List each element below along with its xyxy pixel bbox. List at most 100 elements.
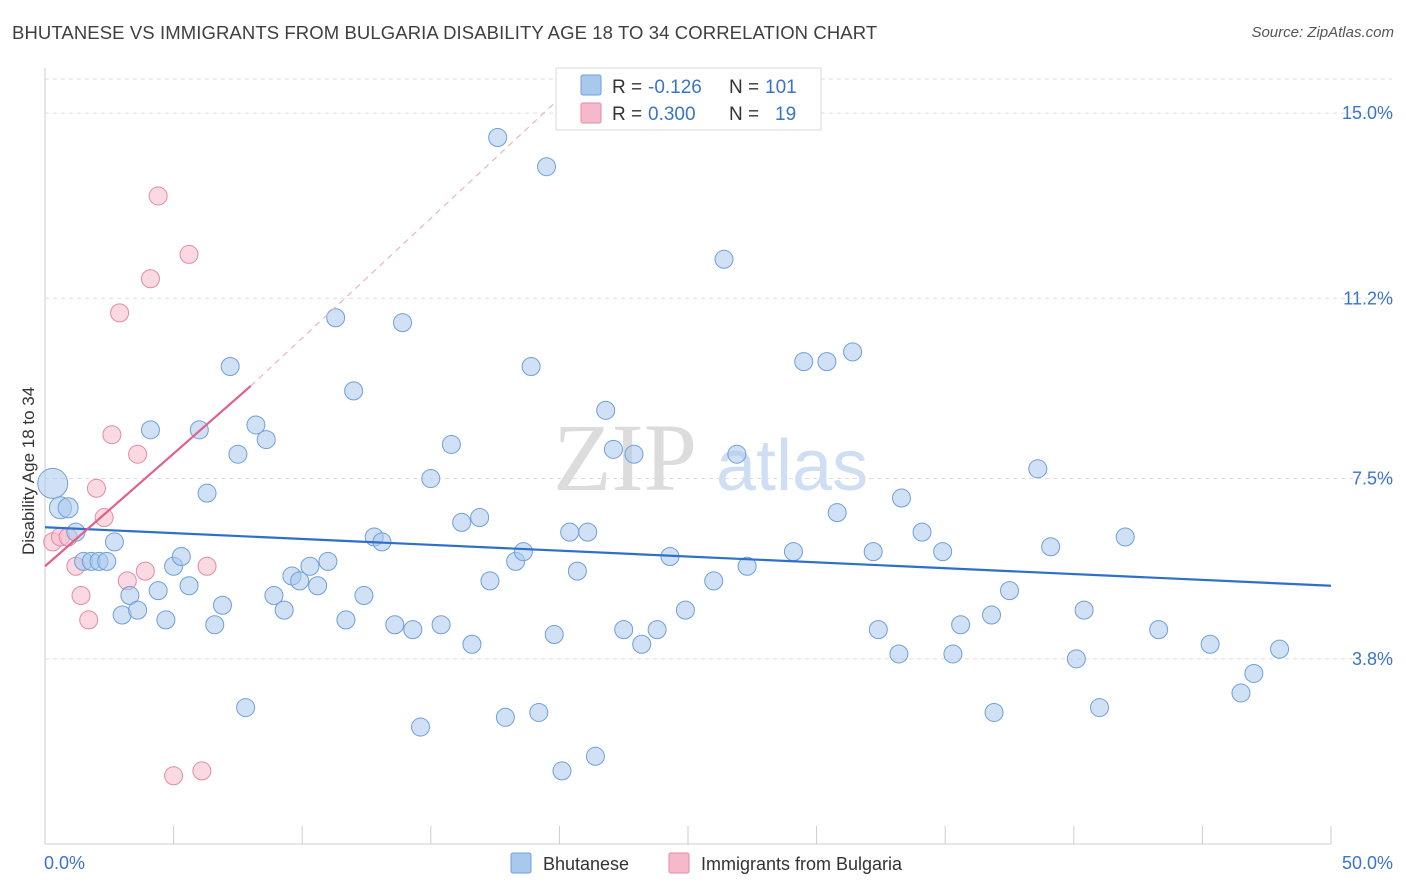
bhutanese-point [336, 610, 356, 630]
bhutanese-point [462, 634, 482, 654]
bhutanese-point [354, 585, 374, 605]
bhutanese-point [537, 157, 557, 177]
bhutanese-point [843, 342, 863, 362]
bhutanese-point [891, 488, 911, 508]
series-legend-swatch-bulgaria [668, 852, 690, 874]
bhutanese-point [344, 381, 364, 401]
bhutanese-point [521, 356, 541, 376]
bhutanese-point [1115, 527, 1135, 547]
bulgaria-point [148, 186, 168, 206]
watermark-zip: ZIP [553, 404, 697, 511]
bhutanese-point [120, 585, 140, 605]
bulgaria-point [192, 761, 212, 781]
stats-legend-n-label: N = [729, 104, 759, 125]
bhutanese-point [488, 127, 508, 147]
bhutanese-trend-line [44, 526, 1332, 587]
bhutanese-point [704, 571, 724, 591]
bhutanese-point [326, 308, 346, 328]
bhutanese-point [889, 644, 909, 664]
bhutanese-point [603, 439, 623, 459]
bhutanese-point [441, 434, 461, 454]
bhutanese-point [148, 581, 168, 601]
bhutanese-point [128, 600, 148, 620]
bhutanese-point [1000, 581, 1019, 601]
bhutanese-point [308, 576, 328, 596]
bhutanese-point [1231, 683, 1251, 703]
bhutanese-point [37, 467, 69, 499]
bhutanese-point [827, 503, 847, 523]
bhutanese-point [411, 717, 431, 737]
bulgaria-trend-line [44, 385, 252, 568]
stats-legend-r-label: R = [612, 104, 642, 125]
bhutanese-point [817, 352, 837, 372]
bhutanese-point [933, 542, 953, 562]
y-tick-label: 7.5% [1352, 469, 1393, 489]
bhutanese-point [212, 595, 232, 615]
bhutanese-point [513, 542, 533, 562]
bhutanese-point [480, 571, 500, 591]
bhutanese-point [727, 444, 747, 464]
series-legend-label-bulgaria: Immigrants from Bulgaria [701, 854, 903, 874]
chart-title: BHUTANESE VS IMMIGRANTS FROM BULGARIA DI… [12, 22, 878, 43]
bhutanese-point [1028, 459, 1048, 479]
series-legend-swatch-bhutanese [510, 852, 532, 874]
bulgaria-point [102, 425, 122, 445]
bhutanese-point [1074, 600, 1094, 620]
stats-legend-n-value: 19 [775, 104, 796, 125]
bhutanese-point [863, 542, 883, 562]
bhutanese-point [290, 571, 310, 591]
bhutanese-point [585, 746, 605, 766]
bhutanese-point [529, 702, 549, 722]
bhutanese-point [714, 249, 734, 269]
bhutanese-point [984, 702, 1004, 722]
bhutanese-point [1149, 620, 1169, 640]
bhutanese-point [421, 469, 441, 489]
stats-legend-n-label: N = [729, 77, 759, 98]
bhutanese-point [236, 698, 256, 718]
bhutanese-point [256, 430, 276, 450]
series-legend-label-bhutanese: Bhutanese [543, 854, 629, 874]
bhutanese-point [171, 547, 191, 567]
bulgaria-point [110, 303, 130, 323]
bhutanese-point [57, 497, 79, 519]
bhutanese-point [264, 585, 284, 605]
bhutanese-point [228, 444, 248, 464]
bulgaria-point [140, 269, 160, 289]
bhutanese-point [452, 512, 472, 532]
bhutanese-point [179, 576, 199, 596]
grid-lines [45, 78, 1392, 660]
stats-legend-n-value: 101 [765, 77, 797, 98]
bhutanese-point [300, 556, 320, 576]
bhutanese-point [495, 707, 515, 727]
bhutanese-point [156, 610, 176, 630]
bhutanese-point [97, 551, 117, 571]
bhutanese-point [783, 542, 803, 562]
bhutanese-point [647, 620, 667, 640]
bhutanese-point [578, 522, 598, 542]
bhutanese-point [385, 615, 405, 635]
bulgaria-point [164, 766, 184, 786]
bulgaria-point [197, 556, 217, 576]
y-axis-label: Disability Age 18 to 34 [19, 387, 38, 555]
bulgaria-point [94, 508, 114, 528]
bhutanese-point [274, 600, 294, 620]
y-tick-label: 15.0% [1342, 103, 1393, 123]
stats-legend-swatch-bhutanese [580, 74, 602, 96]
bhutanese-point [544, 624, 564, 644]
bhutanese-point [403, 620, 423, 640]
bhutanese-point [943, 644, 963, 664]
bhutanese-point [552, 761, 572, 781]
bhutanese-point [560, 522, 580, 542]
bhutanese-point [1270, 639, 1290, 659]
bhutanese-point [1066, 649, 1086, 669]
bulgaria-trend-extension [250, 98, 560, 387]
bhutanese-point [104, 532, 124, 552]
stats-legend: R = -0.126 N = 101 R = 0.300 N = 19 [555, 67, 822, 131]
trend-lines [44, 98, 1332, 587]
bhutanese-point [1041, 537, 1061, 557]
series-legend: Bhutanese Immigrants from Bulgaria [510, 852, 903, 874]
chart-source: Source: ZipAtlas.com [1251, 24, 1394, 41]
watermark-atlas: atlas [716, 426, 868, 506]
bhutanese-point [737, 556, 757, 576]
y-tick-label: 11.2% [1343, 288, 1393, 308]
